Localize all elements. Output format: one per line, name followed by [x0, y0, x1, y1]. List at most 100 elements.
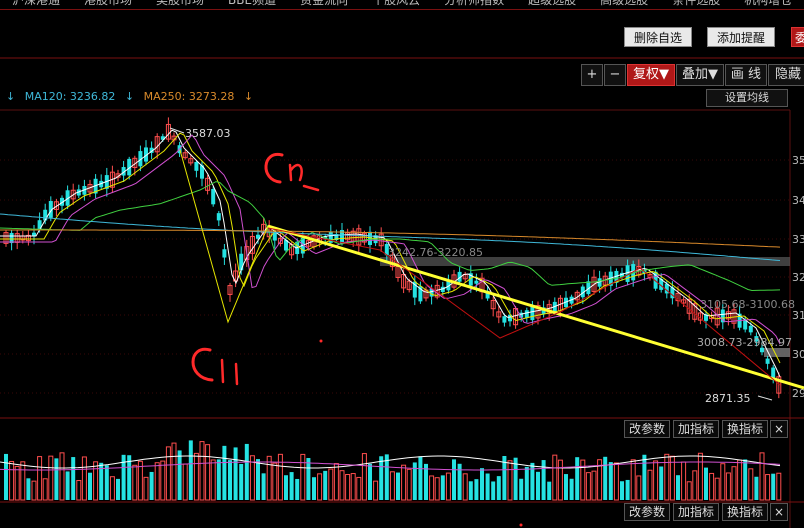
swap-indicator-button[interactable]: 换指标 [722, 503, 768, 521]
topnav-item[interactable]: 个股风云 [372, 0, 421, 7]
volume-bar [585, 472, 591, 501]
delete-watchlist-button[interactable]: 删除自选 [624, 27, 692, 47]
volume-bar [132, 464, 138, 501]
candle-body [261, 223, 267, 234]
candle-body [244, 246, 250, 260]
candle-body [625, 265, 630, 282]
volume-bar [389, 471, 395, 501]
candle-body [165, 123, 171, 140]
volume-bar [99, 462, 104, 500]
price-adjust-dropdown[interactable]: 复权▼ [627, 64, 675, 86]
volume-bar [328, 468, 334, 501]
candle-body [328, 232, 333, 243]
candle-body [597, 278, 602, 287]
handwritten-annotation [191, 347, 214, 382]
topnav-item[interactable]: 分析师指数 [444, 0, 505, 7]
change-params-button[interactable]: 改参数 [624, 503, 670, 521]
candle-body [37, 220, 42, 230]
topnav-item[interactable]: 高级选股 [600, 0, 649, 7]
topnav-item[interactable]: 条件选股 [672, 0, 721, 7]
volume-bar [754, 476, 759, 500]
topnav-item[interactable]: 机构增仓 [744, 0, 793, 7]
volume-bar [396, 472, 400, 500]
candle-body [70, 189, 76, 200]
topnav-item[interactable]: BBE频道 [228, 0, 277, 7]
volume-bar [524, 466, 529, 500]
candle-body [154, 136, 160, 153]
candle-body [631, 264, 636, 281]
draw-line-button[interactable]: 画 线 [725, 64, 767, 86]
trend-line [267, 224, 804, 390]
swap-indicator-button[interactable]: 换指标 [722, 420, 768, 438]
low-price-label: 2871.35 [705, 392, 751, 405]
volume-bar [42, 478, 48, 501]
volume-bar [406, 468, 412, 501]
candle-body [546, 304, 552, 315]
candle-body [356, 228, 362, 246]
volume-bar [4, 453, 8, 500]
zoom-in-button[interactable]: + [581, 64, 603, 86]
candle-body [65, 190, 70, 206]
volume-bar [748, 468, 754, 501]
candle-body [535, 305, 541, 319]
volume-bar [530, 462, 535, 500]
topnav-item[interactable]: 港股市场 [84, 0, 133, 7]
candle-body [697, 312, 703, 321]
candle-body [144, 147, 148, 162]
candle-body [182, 152, 188, 159]
volume-bar [434, 477, 440, 501]
volume-bar [502, 456, 507, 500]
candle-body [659, 278, 664, 290]
volume-ma-line [0, 455, 781, 469]
volume-bar [93, 461, 99, 501]
change-params-button[interactable]: 改参数 [624, 420, 670, 438]
candle-body [704, 314, 708, 321]
add-indicator-button[interactable]: 加指标 [673, 503, 719, 521]
candle-body [109, 171, 115, 188]
volume-bar [676, 475, 680, 500]
overlay-dropdown[interactable]: 叠加▼ [676, 64, 724, 86]
volume-bar [160, 460, 166, 501]
candle-body [664, 283, 669, 294]
legend-arrow-icon: ↓ [243, 90, 254, 103]
candle-body [127, 158, 132, 176]
close-panel-button[interactable]: × [770, 503, 788, 521]
volume-bar [737, 459, 743, 501]
add-alert-button[interactable]: 添加提醒 [707, 27, 775, 47]
volume-bar [59, 452, 65, 501]
volume-bar [541, 460, 546, 500]
volume-bar [289, 472, 294, 500]
volume-bar [76, 480, 82, 501]
candle-body [317, 235, 323, 243]
candle-body [446, 280, 451, 291]
candle-body [675, 292, 681, 302]
y-tick-label: 31 [792, 309, 804, 322]
candle-body [272, 232, 277, 241]
volume-bar [88, 472, 92, 500]
candle-body [53, 201, 59, 210]
hide-button[interactable]: 隐藏 [768, 64, 804, 86]
y-tick-label: 33 [792, 233, 804, 246]
candle-body [249, 235, 255, 254]
volume-bar [205, 444, 211, 501]
channel-line [267, 227, 781, 386]
topnav-item[interactable]: 超级选股 [528, 0, 577, 7]
order-button[interactable]: 委 [791, 27, 804, 47]
candle-body [99, 180, 104, 188]
candle-body [3, 232, 9, 244]
topnav-item[interactable]: 沪深港通 [12, 0, 61, 7]
candle-body [440, 286, 445, 292]
volume-bar [513, 457, 518, 500]
topnav-item[interactable]: 美股市场 [156, 0, 205, 7]
volume-bar [154, 462, 160, 501]
close-panel-button[interactable]: × [770, 420, 788, 438]
volume-bar [664, 453, 670, 501]
topnav-item[interactable]: 资金流向 [300, 0, 349, 7]
candle-body [748, 325, 753, 333]
zoom-out-button[interactable]: − [604, 64, 626, 86]
candle-body [731, 309, 737, 324]
ma-settings-button[interactable]: 设置均线 [706, 89, 788, 107]
volume-bar [233, 447, 238, 500]
add-indicator-button[interactable]: 加指标 [673, 420, 719, 438]
candle-body [395, 266, 401, 278]
